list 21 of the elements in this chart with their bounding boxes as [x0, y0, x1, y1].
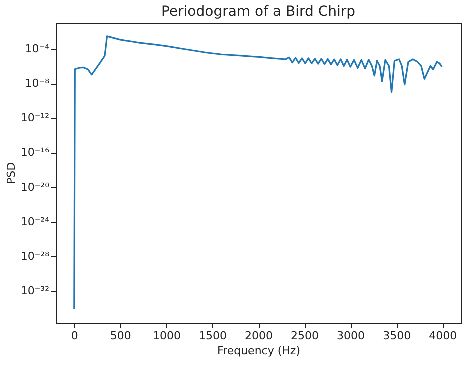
x-tick-label: 3000 — [337, 330, 366, 342]
y-tick-label: 10⁻³² — [20, 284, 50, 298]
y-tick-label: 10⁻²⁰ — [20, 180, 50, 194]
line-series — [74, 36, 443, 310]
x-tick-label: 1500 — [198, 330, 227, 342]
x-tick-label: 2000 — [245, 330, 273, 342]
y-tick-label: 10⁻¹⁶ — [20, 146, 50, 160]
x-axis-title: Frequency (Hz) — [218, 344, 300, 358]
y-tick-label: 10⁻²⁴ — [20, 215, 50, 228]
x-tick-label: 0 — [71, 330, 78, 342]
y-tick-label: 10⁻²⁸ — [20, 250, 50, 263]
x-tick-label: 1000 — [152, 330, 181, 342]
x-tick-label: 2500 — [291, 330, 320, 342]
y-tick-label: 10⁻⁴ — [25, 42, 50, 56]
y-axis-title: PSD — [4, 162, 18, 185]
x-tick-label: 500 — [110, 330, 132, 342]
y-tick-label: 10⁻⁸ — [25, 77, 50, 90]
chart-title: Periodogram of a Bird Chirp — [161, 4, 356, 20]
x-tick-label: 4000 — [429, 330, 458, 342]
y-tick-label: 10⁻¹² — [20, 112, 50, 125]
x-tick-label: 3500 — [383, 330, 412, 342]
